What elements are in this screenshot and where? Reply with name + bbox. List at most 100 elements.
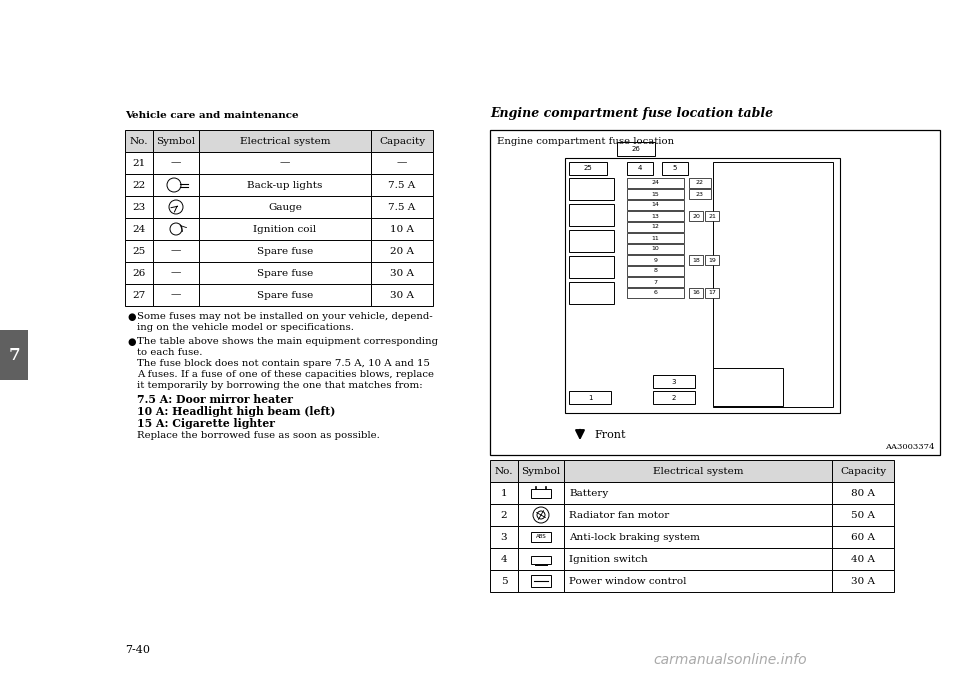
- Bar: [564, 570, 832, 592]
- Bar: [832, 504, 894, 526]
- Text: 24: 24: [652, 180, 660, 186]
- Bar: [627, 288, 684, 298]
- Bar: [689, 178, 711, 188]
- Bar: [199, 130, 371, 152]
- Text: —: —: [171, 247, 181, 256]
- Text: 10: 10: [652, 247, 660, 252]
- Text: Capacity: Capacity: [840, 466, 886, 475]
- Text: Electrical system: Electrical system: [653, 466, 743, 475]
- Text: 2: 2: [672, 395, 676, 401]
- Text: 15: 15: [652, 191, 660, 197]
- Bar: [627, 189, 684, 199]
- Text: Capacity: Capacity: [379, 136, 425, 146]
- Text: 10 A: Headlight high beam (left): 10 A: Headlight high beam (left): [137, 406, 335, 417]
- Text: 16: 16: [692, 290, 700, 296]
- Text: Symbol: Symbol: [156, 136, 196, 146]
- Bar: [153, 152, 199, 174]
- Bar: [705, 211, 719, 221]
- Bar: [490, 130, 940, 455]
- Text: 60 A: 60 A: [851, 532, 875, 542]
- Text: The table above shows the main equipment corresponding: The table above shows the main equipment…: [137, 337, 438, 346]
- Text: 21: 21: [132, 159, 146, 167]
- Text: 30 A: 30 A: [390, 290, 414, 300]
- Text: 11: 11: [652, 235, 660, 241]
- Bar: [569, 178, 614, 200]
- Text: 6: 6: [654, 290, 658, 296]
- Bar: [518, 482, 564, 504]
- Text: 24: 24: [132, 224, 146, 233]
- Bar: [518, 504, 564, 526]
- Text: Power window control: Power window control: [569, 576, 686, 586]
- Text: 22: 22: [132, 180, 146, 189]
- Bar: [627, 244, 684, 254]
- Text: Electrical system: Electrical system: [240, 136, 330, 146]
- Text: ABS: ABS: [536, 534, 546, 540]
- Text: 7-40: 7-40: [125, 645, 150, 655]
- Bar: [531, 556, 551, 564]
- Text: 15 A: Cigarette lighter: 15 A: Cigarette lighter: [137, 418, 275, 429]
- Text: 7.5 A: 7.5 A: [389, 203, 416, 212]
- Text: 10 A: 10 A: [390, 224, 414, 233]
- Text: No.: No.: [494, 466, 514, 475]
- Bar: [627, 211, 684, 221]
- Bar: [125, 262, 153, 284]
- Text: 12: 12: [652, 224, 660, 229]
- Bar: [490, 570, 518, 592]
- Text: 50 A: 50 A: [851, 511, 875, 519]
- Bar: [199, 240, 371, 262]
- Bar: [689, 211, 703, 221]
- Text: Engine compartment fuse location: Engine compartment fuse location: [497, 137, 674, 146]
- Text: Spare fuse: Spare fuse: [257, 247, 313, 256]
- Bar: [569, 282, 614, 304]
- Bar: [371, 262, 433, 284]
- Text: 4: 4: [501, 555, 507, 563]
- Bar: [518, 548, 564, 570]
- Bar: [490, 482, 518, 504]
- Text: 7.5 A: Door mirror heater: 7.5 A: Door mirror heater: [137, 394, 293, 405]
- Text: ing on the vehicle model or specifications.: ing on the vehicle model or specificatio…: [137, 323, 354, 332]
- Text: 27: 27: [132, 290, 146, 300]
- Text: The fuse block does not contain spare 7.5 A, 10 A and 15: The fuse block does not contain spare 7.…: [137, 359, 430, 368]
- Text: A fuses. If a fuse of one of these capacities blows, replace: A fuses. If a fuse of one of these capac…: [137, 370, 434, 379]
- Bar: [653, 375, 695, 388]
- Bar: [627, 162, 653, 175]
- Text: ●: ●: [127, 337, 135, 347]
- Bar: [832, 570, 894, 592]
- Bar: [371, 174, 433, 196]
- Bar: [125, 152, 153, 174]
- Text: 21: 21: [708, 214, 716, 218]
- Text: 23: 23: [696, 191, 704, 197]
- Text: 17: 17: [708, 290, 716, 296]
- Text: 4: 4: [637, 165, 642, 172]
- Text: —: —: [171, 290, 181, 300]
- Text: Ignition switch: Ignition switch: [569, 555, 648, 563]
- Bar: [371, 196, 433, 218]
- Text: No.: No.: [130, 136, 148, 146]
- Text: 18: 18: [692, 258, 700, 262]
- Bar: [713, 368, 783, 406]
- Bar: [125, 196, 153, 218]
- Bar: [153, 262, 199, 284]
- Bar: [0, 330, 28, 380]
- Text: Vehicle care and maintenance: Vehicle care and maintenance: [125, 111, 299, 120]
- Text: Spare fuse: Spare fuse: [257, 268, 313, 277]
- Text: —: —: [279, 159, 290, 167]
- Text: ●: ●: [127, 312, 135, 322]
- Text: 2: 2: [501, 511, 507, 519]
- Text: Ignition coil: Ignition coil: [253, 224, 317, 233]
- Bar: [627, 277, 684, 287]
- Text: 3: 3: [672, 378, 676, 384]
- Text: 1: 1: [588, 395, 592, 401]
- Text: 14: 14: [652, 203, 660, 207]
- Text: AA3003374: AA3003374: [885, 443, 935, 451]
- Text: Battery: Battery: [569, 489, 609, 498]
- Bar: [569, 204, 614, 226]
- Bar: [565, 158, 840, 413]
- Text: 9: 9: [654, 258, 658, 262]
- Text: Radiator fan motor: Radiator fan motor: [569, 511, 669, 519]
- Bar: [569, 391, 611, 404]
- Bar: [153, 240, 199, 262]
- Text: Some fuses may not be installed on your vehicle, depend-: Some fuses may not be installed on your …: [137, 312, 433, 321]
- Text: Front: Front: [594, 430, 626, 440]
- Text: 26: 26: [632, 146, 640, 152]
